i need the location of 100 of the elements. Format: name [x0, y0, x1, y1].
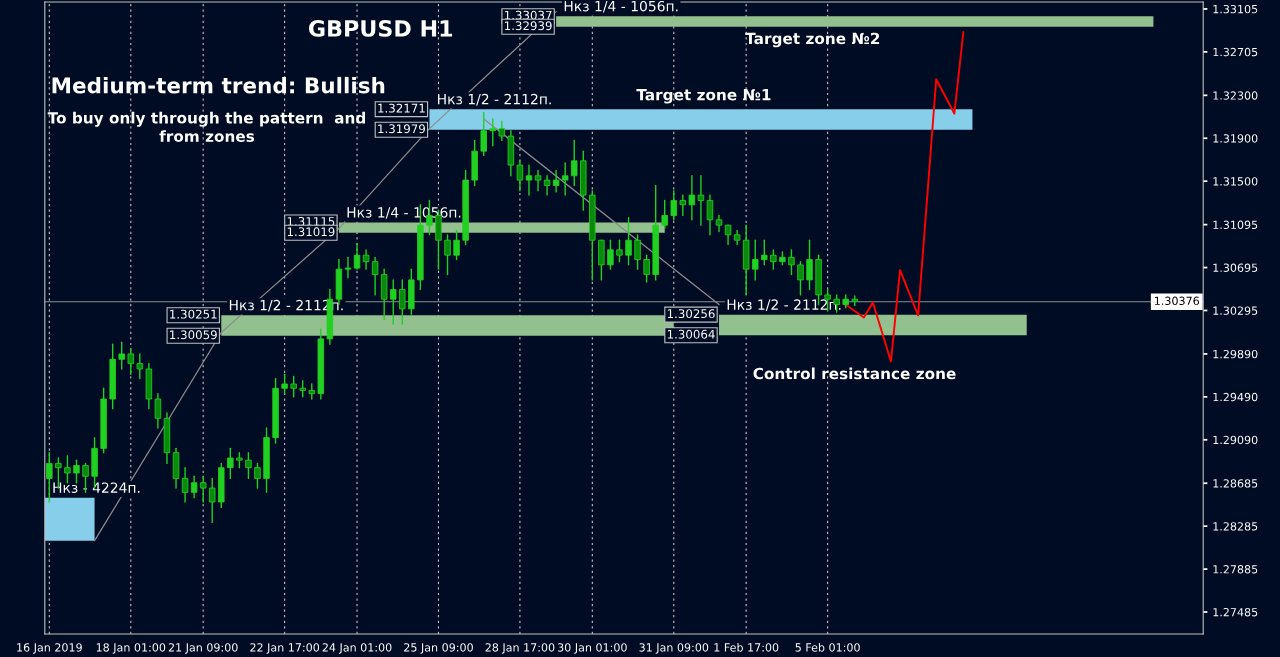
text: GBPUSD H1 [308, 20, 453, 37]
y-tick-label: 1.29490 [1213, 392, 1258, 402]
x-tick-label: 25 Jan 09:00 [404, 643, 473, 654]
annotation: 1.30251 [170, 309, 217, 319]
candlestick [46, 451, 53, 503]
annotation: 1.32171 [378, 103, 425, 113]
x-tick-label: 1 Feb 17:00 [714, 643, 779, 652]
candlestick [752, 239, 759, 281]
candlestick [670, 190, 677, 221]
candlestick [806, 239, 813, 291]
annotation: 1.31019 [287, 227, 335, 237]
candlestick [525, 164, 533, 196]
candlestick [181, 466, 189, 503]
y-tick-label: 1.29890 [1213, 349, 1258, 359]
y-tick-label: 1.27885 [1213, 565, 1258, 574]
x-tick-label: 28 Jan 17:00 [485, 643, 555, 654]
annotation: 1.30256 [667, 309, 715, 319]
candlestick [625, 216, 632, 266]
candlestick [661, 199, 668, 230]
y-tick-label: 1.30295 [1213, 306, 1258, 315]
candlestick [281, 373, 288, 395]
annotation: 1.30064 [667, 329, 715, 339]
annotation: 1.31979 [378, 124, 425, 134]
x-tick-label: 22 Jan 17:00 [250, 643, 320, 654]
candlestick [516, 160, 524, 192]
candlestick [362, 249, 370, 270]
y-tick-label: 1.29090 [1213, 435, 1258, 445]
annotation: 1.33037 [504, 10, 552, 20]
candlestick [634, 234, 641, 270]
candlestick [788, 249, 795, 276]
annotation: 1.32939 [504, 21, 552, 31]
candlestick [543, 175, 551, 196]
y-tick-label: 1.28685 [1213, 479, 1258, 488]
candlestick [453, 229, 460, 261]
candlestick [715, 214, 723, 233]
annotation: Target zone №2 [745, 32, 880, 48]
y-tick-label: 1.31500 [1213, 177, 1258, 186]
y-tick-label: 1.28285 [1213, 522, 1258, 531]
y-tick-label: 1.31095 [1213, 220, 1258, 230]
candlestick [118, 341, 125, 370]
candlestick [616, 239, 623, 263]
annotation: 1.31115 [287, 216, 335, 226]
band-label: Нкз 1/2 - 2112п. [438, 93, 551, 106]
candlestick [64, 455, 71, 484]
candlestick [353, 242, 361, 270]
candlestick [154, 392, 162, 429]
y-tick-label: 1.30695 [1213, 263, 1258, 272]
candlestick [697, 175, 705, 226]
candlestick [724, 224, 732, 246]
x-tick-label: 5 Feb 01:00 [795, 643, 860, 652]
candlestick [136, 353, 144, 380]
candlestick [82, 462, 89, 494]
line-series [844, 31, 965, 363]
candlestick [127, 347, 134, 376]
annotation: Medium-term trend: Bullish [52, 76, 385, 94]
candlestick [245, 451, 252, 480]
candlestick [371, 256, 379, 296]
candlestick [199, 475, 207, 503]
candlestick [607, 239, 614, 270]
ref-line-label: 1.30376 [1155, 296, 1200, 306]
candlestick [770, 249, 777, 270]
candlestick [679, 194, 687, 217]
x-tick-label: 31 Jan 09:00 [639, 643, 709, 654]
candlestick [73, 459, 80, 484]
y-tick-label: 1.31900 [1213, 134, 1258, 143]
x-tick-label: 18 Jan 01:00 [96, 643, 166, 654]
candlestick [534, 169, 542, 192]
candlestick [390, 279, 397, 325]
x-tick-label: 16 Jan 2019 [17, 643, 82, 654]
annotation: Control resistance zone [753, 367, 956, 380]
candlestick [552, 169, 560, 193]
candlestick [643, 254, 650, 283]
candlestick [561, 162, 569, 196]
candlestick [290, 375, 297, 398]
band-label: Нкз 1/4 - 1056п. [564, 0, 678, 13]
y-tick-label: 1.32300 [1213, 91, 1258, 100]
candlestick [706, 194, 714, 236]
annotation: Target zone №1 [636, 89, 771, 104]
candlestick [571, 139, 578, 187]
y-tick-label: 1.33105 [1213, 4, 1258, 14]
candlestick [797, 260, 804, 296]
x-tick-label: 30 Jan 01:00 [558, 643, 627, 654]
candlestick [688, 175, 696, 221]
candlestick [480, 111, 487, 157]
candlestick [399, 279, 406, 325]
y-tick-label: 1.27485 [1213, 607, 1258, 617]
annotation: 1.30059 [170, 330, 217, 340]
candlestick [209, 477, 216, 524]
candlestick [344, 256, 352, 279]
candlestick [227, 447, 234, 480]
candlestick [498, 120, 506, 142]
candlestick [444, 234, 451, 276]
x-tick-label: 24 Jan 01:00 [322, 643, 392, 654]
y-tick-label: 1.32705 [1213, 47, 1258, 57]
candlestick [761, 239, 768, 266]
annotation: To buy only through the pattern and from zones [47, 111, 366, 142]
x-tick-label: 21 Jan 09:00 [168, 643, 238, 654]
candlestick [190, 475, 198, 499]
candlestick [254, 462, 261, 489]
candlestick [489, 118, 496, 147]
